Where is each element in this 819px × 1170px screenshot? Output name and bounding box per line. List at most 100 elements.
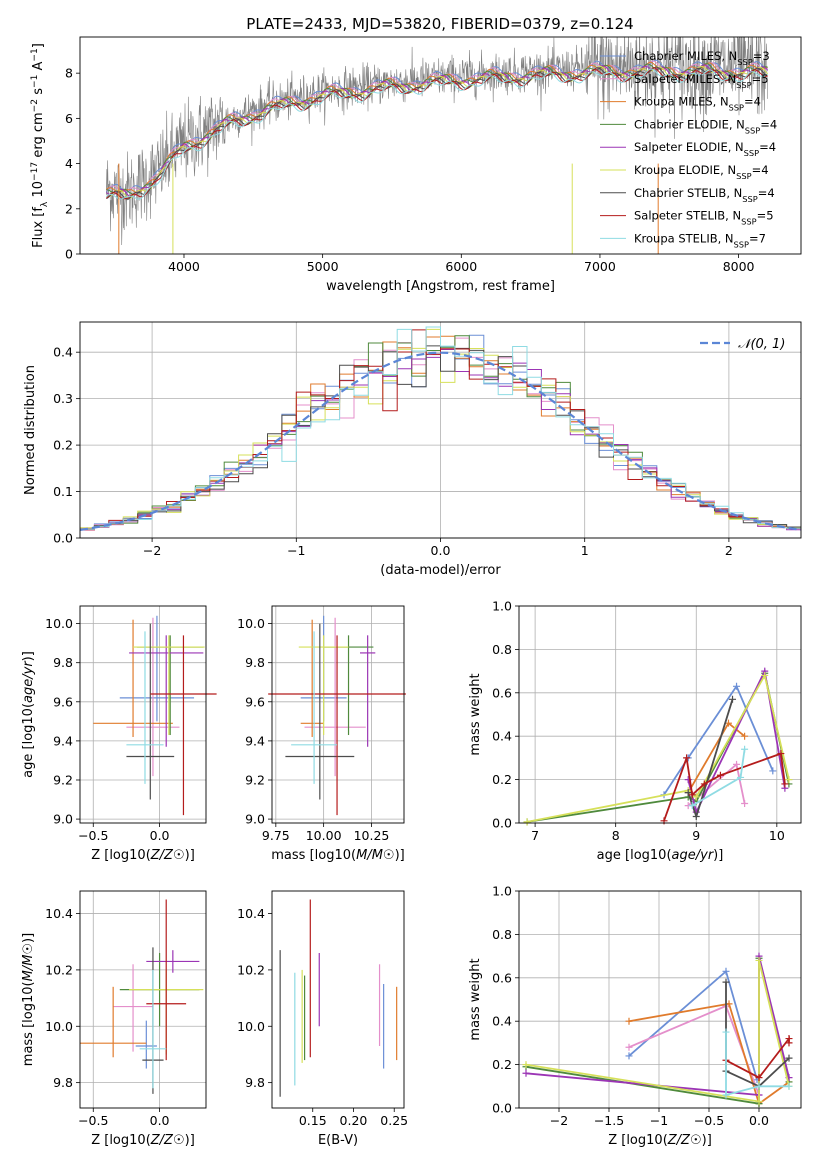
spectrum-data-line (106, 37, 768, 246)
massweight-vs-Z-ylabel: mass weight (468, 958, 483, 1040)
tick-label-x: 10 (769, 828, 785, 843)
weight-marker (688, 791, 696, 799)
tick-label-y: 1.0 (492, 599, 512, 614)
tick-label-x: 0.15 (299, 1113, 327, 1128)
tick-label-x: 7000 (584, 259, 616, 274)
age-vs-Z-axes: −0.5 0.0 9.0 9.2 9.4 9.6 9.8 10.0 (45, 606, 206, 843)
weight-marker (722, 967, 730, 975)
tick-label-y: 2 (65, 201, 73, 216)
residuals-ylabel: Normed distribution (23, 365, 38, 495)
tick-label-y: 0.8 (492, 927, 512, 942)
tick-label-x: 8 (612, 828, 620, 843)
legend-label: Chabrier ELODIE, NSSP=4 (634, 117, 777, 135)
chart-layer: 4000 5000 6000 7000 8000 0 2 4 6 8 wavelength [Ang… (21, 36, 802, 1148)
figure-title: PLATE=2433, MJD=53820, FIBERID=0379, z=0… (246, 15, 633, 33)
weight-marker (722, 1028, 730, 1036)
tick-label-x: 2 (725, 543, 733, 558)
mass-vs-EBV-errorbars (279, 899, 398, 1097)
tick-label-y: 10.0 (45, 1019, 73, 1034)
tick-label-x: 4000 (168, 259, 200, 274)
weight-line (628, 1002, 790, 1106)
mass-vs-Z-ylabel: mass [log10(M/M☉)] (21, 933, 36, 1066)
tick-label-y: 0.4 (492, 1014, 512, 1029)
weight-line (525, 960, 790, 1103)
weight-marker (688, 802, 696, 810)
tick-label-y: 0.2 (492, 772, 512, 787)
weight-line (725, 982, 790, 1088)
age-vs-mass-xlabel: mass [log10(M/M☉)] (271, 848, 404, 863)
massweight-vs-Z-xlabel: Z [log10(Z/Z☉)] (608, 1133, 712, 1148)
spectrum-model-line (106, 64, 769, 198)
tick-label-y: 0.3 (53, 391, 73, 406)
weight-marker (625, 1017, 633, 1025)
weight-marker (741, 799, 749, 807)
age-vs-Z-ylabel: age [log10(age/yr)] (21, 651, 36, 778)
tick-label-y: 0.0 (53, 531, 73, 546)
weight-marker (741, 732, 749, 740)
tick-label-x: −0.5 (78, 1113, 108, 1128)
weight-marker (777, 750, 785, 758)
weight-marker (522, 1061, 530, 1069)
age-vs-Z-frame (79, 605, 207, 824)
weight-marker (692, 812, 700, 820)
tick-label-y: 9.2 (245, 772, 265, 787)
tick-label-y: 0.0 (492, 816, 512, 831)
mass-vs-Z-xlabel: Z [log10(Z/Z☉)] (91, 1133, 195, 1148)
tick-label-y: 9.6 (53, 694, 73, 709)
tick-label-x: 8000 (723, 259, 755, 274)
mass-vs-Z-errorbars (80, 899, 204, 1094)
age-vs-mass-axes: 9.75 10.00 10.25 9.0 9.2 9.4 9.6 9.8 10.0 (237, 606, 404, 843)
tick-label-x: −1 (650, 1113, 668, 1128)
weight-marker (716, 771, 724, 779)
legend-label: Chabrier STELIB, NSSP=4 (634, 186, 775, 204)
tick-label-x: 10.00 (306, 828, 342, 843)
weight-marker (755, 1074, 763, 1082)
tick-label-x: 10.25 (354, 828, 390, 843)
tick-label-x: 0.25 (380, 1113, 408, 1128)
spectrum-lines (105, 37, 769, 254)
weight-marker (684, 789, 692, 797)
weight-marker (683, 754, 691, 762)
legend-label: Kroupa MILES, NSSP=4 (634, 95, 761, 113)
age-vs-mass-errorbars (268, 615, 406, 816)
tick-label-y: 9.8 (53, 1075, 73, 1090)
massweight-vs-Z-lines (522, 952, 793, 1108)
weight-marker (785, 1082, 793, 1090)
age-vs-Z-xlabel: Z [log10(Z/Z☉)] (91, 848, 195, 863)
tick-label-y: 10.2 (45, 962, 73, 977)
tick-label-x: −2 (143, 543, 161, 558)
tick-label-y: 10.4 (237, 906, 265, 921)
weight-marker (761, 671, 769, 679)
weight-line (725, 1032, 789, 1097)
legend-label: Salpeter ELODIE, NSSP=4 (634, 140, 776, 158)
tick-label-y: 0.2 (53, 438, 73, 453)
massweight-vs-age-frame (518, 605, 802, 824)
weight-marker (722, 1091, 730, 1099)
residuals-xlabel: (data-model)/error (380, 563, 501, 578)
legend-label: Salpeter MILES, NSSP=5 (634, 72, 769, 90)
tick-label-x: 7 (531, 828, 539, 843)
weight-marker (741, 745, 749, 753)
weight-marker (722, 978, 730, 986)
tick-label-x: −2 (550, 1113, 568, 1128)
tick-label-x: 0.0 (150, 828, 170, 843)
tick-label-x: −1 (287, 543, 305, 558)
tick-label-y: 4 (65, 156, 73, 171)
tick-label-y: 0.8 (492, 642, 512, 657)
tick-label-y: 8 (65, 66, 73, 81)
tick-label-y: 9.0 (245, 812, 265, 827)
tick-label-y: 0.6 (492, 970, 512, 985)
weight-marker (700, 780, 708, 788)
tick-label-y: 10.0 (237, 616, 265, 631)
age-vs-mass-frame (271, 605, 405, 824)
weight-marker (733, 682, 741, 690)
weight-marker (625, 1043, 633, 1051)
weight-marker (785, 1039, 793, 1047)
tick-label-y: 10.0 (237, 1019, 265, 1034)
spectrum-model-line (106, 59, 768, 193)
tick-label-y: 9.4 (53, 733, 73, 748)
tick-label-y: 9.8 (53, 655, 73, 670)
tick-label-y: 0.4 (53, 345, 73, 360)
tick-label-x: 6000 (445, 259, 477, 274)
mass-vs-EBV-xlabel: E(B-V) (318, 1133, 358, 1148)
